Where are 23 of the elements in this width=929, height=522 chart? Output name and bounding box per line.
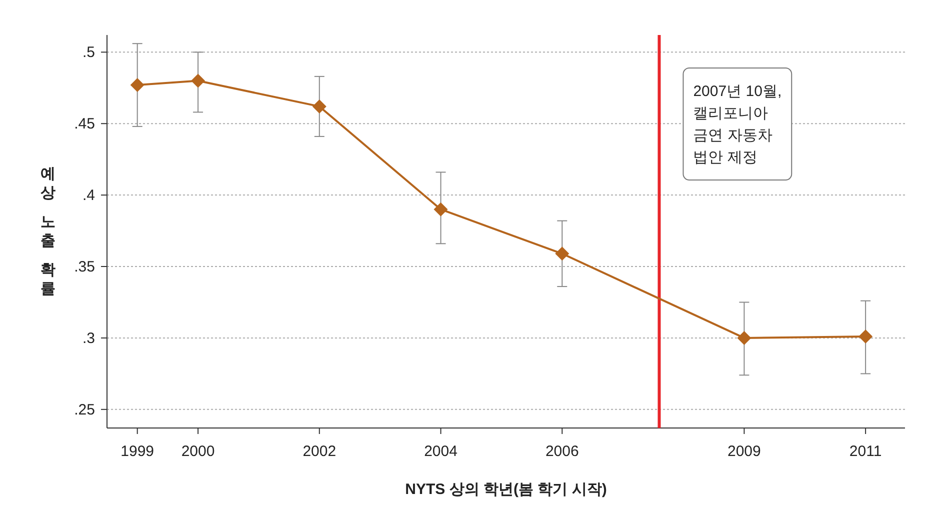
y-axis-title: 예상 노출 확률 — [40, 166, 56, 298]
point — [737, 330, 752, 345]
x-tick-label: 2000 — [181, 443, 215, 460]
x-tick-label: 1999 — [120, 443, 154, 460]
y-tick-label: .35 — [74, 258, 95, 276]
point — [130, 78, 144, 92]
point — [312, 99, 326, 114]
point — [191, 74, 206, 88]
y-tick-label: .3 — [82, 330, 95, 347]
x-tick-label: 2004 — [424, 443, 458, 460]
x-tick-label: 2009 — [728, 443, 761, 460]
x-tick-label: 2002 — [302, 443, 336, 460]
x-tick-label: 2006 — [545, 443, 579, 460]
x-axis-title: NYTS 상의 학년(봄 학기 시작) — [405, 481, 607, 498]
point — [858, 330, 873, 344]
y-tick-label: .25 — [74, 401, 95, 418]
y-tick-label: .5 — [82, 44, 95, 62]
x-tick-label: 2011 — [849, 443, 882, 460]
point — [434, 202, 448, 216]
point — [555, 246, 570, 261]
ref-line-label: 2007년 10월, 캘리포니아 금연 자동차 법안 제정 — [693, 83, 782, 166]
y-tick-label: .4 — [82, 187, 95, 204]
y-tick-label: .45 — [74, 116, 95, 133]
